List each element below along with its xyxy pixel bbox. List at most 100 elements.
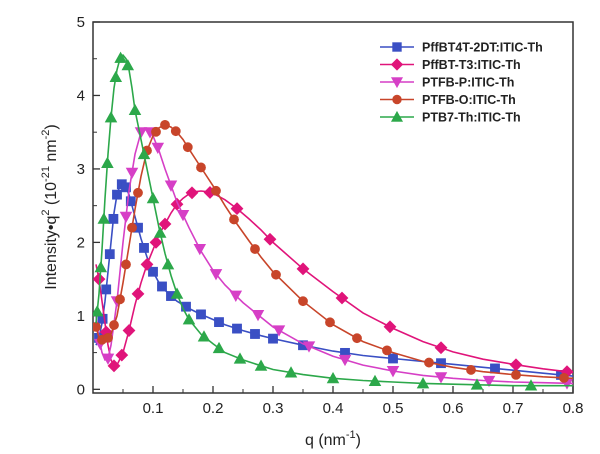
- series-0: [94, 179, 573, 380]
- data-point: [232, 323, 242, 334]
- data-point: [326, 371, 340, 384]
- y-tick-label: 0: [77, 381, 85, 398]
- data-point: [164, 180, 178, 192]
- y-tick-label: 5: [77, 14, 85, 31]
- data-point: [482, 375, 496, 388]
- legend-marker: [390, 58, 404, 71]
- data-point: [250, 244, 260, 254]
- data-point: [97, 313, 108, 324]
- data-point: [134, 127, 148, 139]
- data-point: [436, 358, 446, 369]
- data-point: [115, 294, 125, 305]
- data-point: [193, 243, 207, 256]
- x-axis-title: q (nm-1): [305, 429, 361, 449]
- legend-label: PTFB-P:ITIC-Th: [422, 76, 514, 90]
- legend: PffBT4T-2DT:ITIC-Th PffBT-T3:ITIC-Th PTFB-…: [380, 41, 543, 125]
- series-line: [95, 53, 573, 387]
- data-point: [112, 189, 122, 200]
- y-axis-title: Intensity•q2 (10-21 nm-2): [40, 124, 60, 289]
- data-point: [103, 333, 113, 343]
- data-point: [153, 226, 167, 238]
- data-point: [108, 213, 119, 224]
- data-point: [125, 167, 139, 179]
- x-tick-label: 0.4: [323, 400, 344, 417]
- x-tick-label: 0.6: [443, 400, 464, 417]
- data-point: [416, 377, 430, 389]
- data-point: [368, 374, 382, 386]
- x-axis-ticks: 0.1 0.2 0.3 0.4 0.5 0.6 0.7 0.8: [122, 386, 583, 417]
- data-point: [338, 354, 352, 367]
- data-point: [131, 287, 145, 301]
- data-point: [559, 372, 569, 383]
- data-point: [161, 258, 175, 270]
- data-point: [229, 214, 239, 225]
- data-point: [149, 235, 163, 249]
- legend-label: PTFB-O:ITIC-Th: [422, 93, 516, 107]
- y-tick-label: 1: [77, 308, 85, 325]
- y-tick-label: 2: [77, 234, 85, 251]
- data-point: [388, 353, 398, 364]
- y-tick-label: 3: [77, 161, 85, 178]
- data-point: [209, 269, 223, 281]
- data-point: [157, 281, 167, 292]
- series-line: [95, 190, 573, 374]
- data-point: [466, 365, 476, 375]
- data-point: [139, 243, 149, 253]
- data-point: [151, 142, 165, 154]
- data-point: [197, 330, 211, 342]
- legend-marker: [390, 77, 404, 89]
- data-point: [524, 379, 538, 391]
- legend-item: PffBT-T3:ITIC-Th: [380, 58, 521, 72]
- data-point: [298, 296, 308, 307]
- data-point: [160, 119, 170, 130]
- x-tick-label: 0.1: [143, 400, 164, 417]
- data-point: [302, 341, 316, 353]
- data-point: [107, 359, 121, 373]
- data-point: [137, 147, 151, 160]
- series-line: [95, 182, 573, 377]
- data-point: [109, 70, 123, 82]
- data-point: [386, 366, 400, 378]
- data-point: [93, 305, 104, 317]
- data-point: [251, 309, 265, 322]
- data-point: [133, 187, 143, 198]
- legend-item: PTFB-P:ITIC-Th: [380, 76, 514, 90]
- data-point: [196, 309, 206, 320]
- data-point: [151, 126, 161, 137]
- data-point: [211, 185, 221, 196]
- data-point: [127, 222, 137, 233]
- data-point: [490, 363, 500, 374]
- data-point: [109, 320, 119, 330]
- data-point: [233, 352, 247, 364]
- data-point: [284, 366, 298, 378]
- data-point: [182, 142, 193, 153]
- data-point: [94, 261, 108, 273]
- data-point: [101, 284, 112, 295]
- legend-label: PffBT4T-2DT:ITIC-Th: [422, 41, 543, 55]
- data-point: [434, 341, 448, 355]
- data-point: [185, 186, 199, 200]
- data-point: [128, 103, 142, 116]
- data-point: [271, 269, 281, 280]
- x-tick-label: 0.2: [203, 400, 224, 417]
- data-point: [140, 258, 154, 271]
- data-point: [119, 211, 133, 224]
- data-point: [335, 291, 349, 305]
- data-point: [352, 333, 362, 344]
- data-point: [114, 51, 127, 63]
- data-point: [268, 333, 278, 344]
- legend-marker: [392, 94, 402, 105]
- legend-marker: [390, 110, 404, 122]
- data-point: [230, 202, 244, 216]
- series-line: [95, 124, 573, 380]
- data-point: [254, 359, 268, 371]
- data-point: [250, 329, 260, 339]
- legend-label: PTB7-Th:ITIC-Th: [422, 111, 521, 125]
- data-point: [325, 317, 335, 328]
- series-1: [93, 186, 573, 379]
- data-point: [382, 345, 392, 356]
- data-point: [101, 156, 114, 168]
- y-tick-label: 4: [77, 87, 85, 104]
- data-point: [470, 378, 484, 390]
